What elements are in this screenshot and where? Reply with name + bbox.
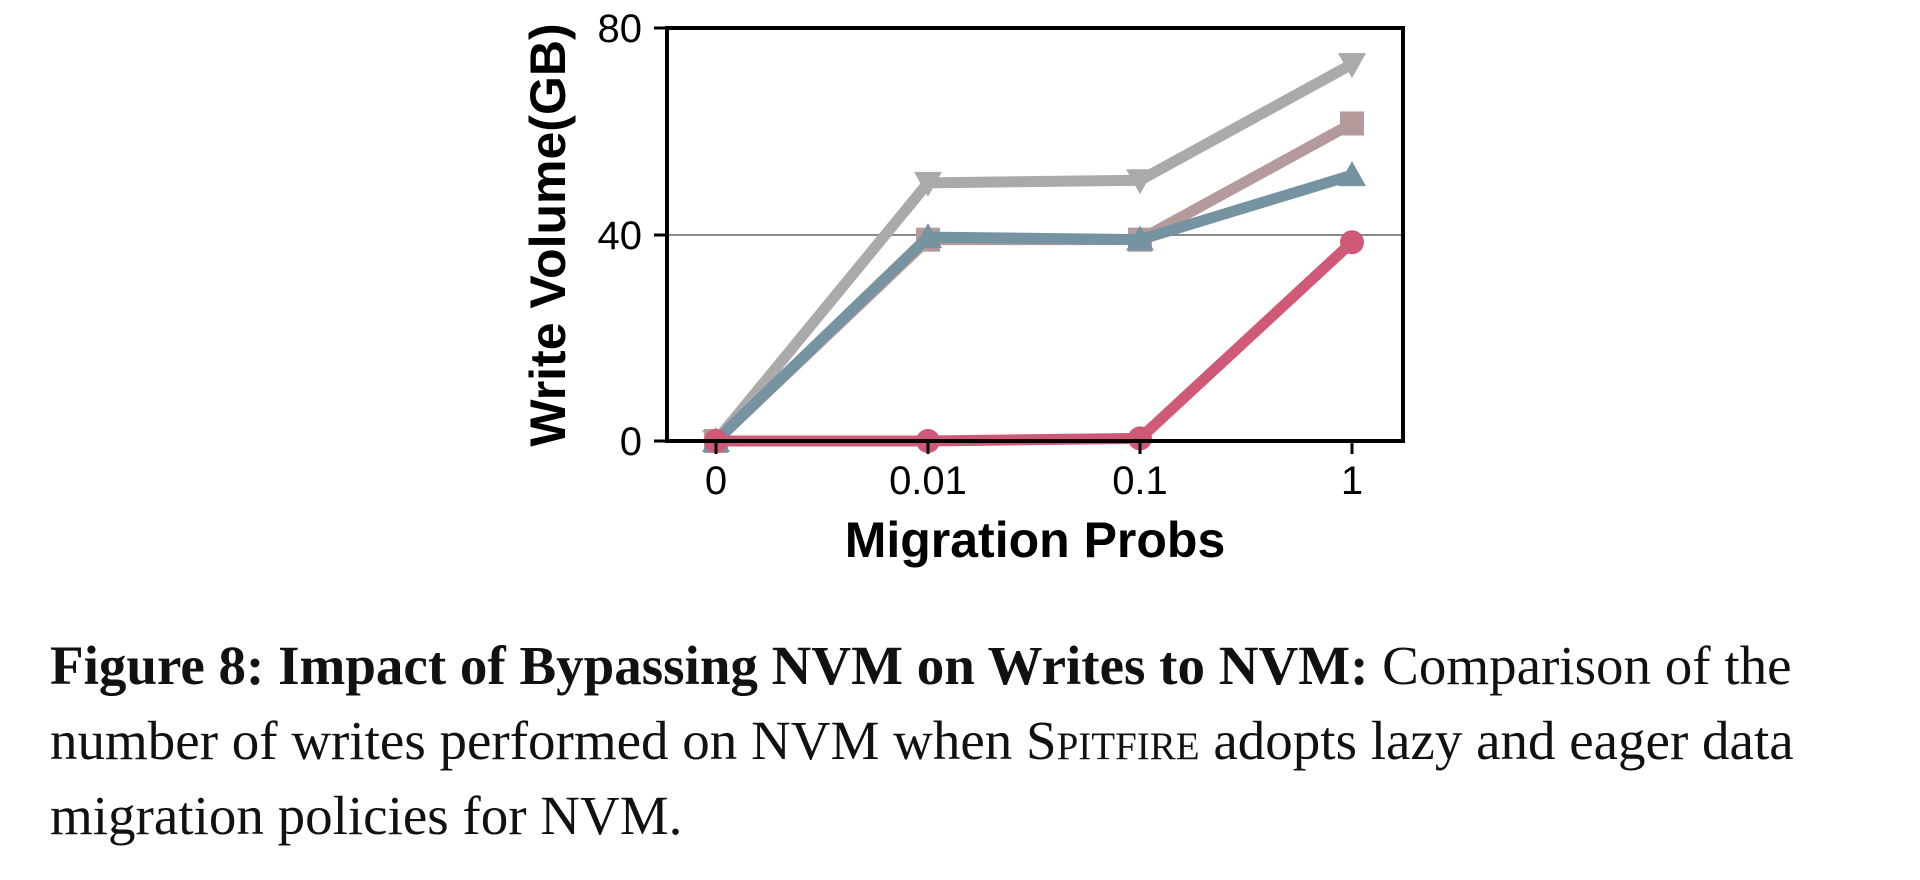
y-tick-label: 0 — [620, 420, 642, 464]
caption-lead: Figure 8: Impact of Bypassing NVM on Wri… — [50, 635, 1369, 696]
y-axis: 0 40 80 — [598, 7, 667, 464]
x-tick-label: 0.01 — [889, 459, 967, 503]
series-line-square — [710, 118, 1358, 447]
x-axis: 0 0.01 0.1 1 — [705, 441, 1363, 503]
caption-text-after: adopts lazy and eager data migration pol… — [50, 710, 1794, 846]
caption-system-name: Spitfire — [1026, 710, 1200, 771]
data-point-triangle-down — [1338, 53, 1366, 79]
data-point-triangle-up — [1126, 225, 1154, 251]
series-line-triangle-up — [710, 169, 1358, 447]
chart: 0 40 80 0 0.01 0.1 1 Migration Probs Wri… — [520, 7, 1405, 568]
caption-text-before: Comparison of the number of writes perfo… — [50, 635, 1792, 771]
series-layer — [702, 53, 1366, 455]
y-tick-label: 40 — [598, 214, 643, 258]
data-point-square — [1340, 111, 1364, 136]
x-tick-label: 1 — [1341, 459, 1363, 503]
figure-caption: Figure 8: Impact of Bypassing NVM on Wri… — [50, 628, 1910, 853]
x-axis-title: Migration Probs — [845, 512, 1226, 568]
data-point-triangle-down — [1126, 169, 1154, 195]
y-axis-title: Write Volume(GB) — [520, 23, 576, 446]
data-point-triangle-down — [914, 171, 942, 197]
series-triangle-up — [702, 161, 1366, 452]
data-point-triangle-up — [1338, 161, 1366, 187]
series-line-triangle-down — [710, 58, 1358, 447]
y-tick-label: 80 — [598, 7, 643, 51]
series-square — [704, 111, 1364, 453]
data-point-circle — [1340, 230, 1364, 255]
x-tick-label: 0.1 — [1112, 459, 1168, 503]
x-tick-label: 0 — [705, 459, 727, 503]
series-triangle-down — [702, 53, 1366, 455]
data-point-triangle-up — [914, 223, 942, 249]
data-point-circle — [1128, 426, 1152, 451]
